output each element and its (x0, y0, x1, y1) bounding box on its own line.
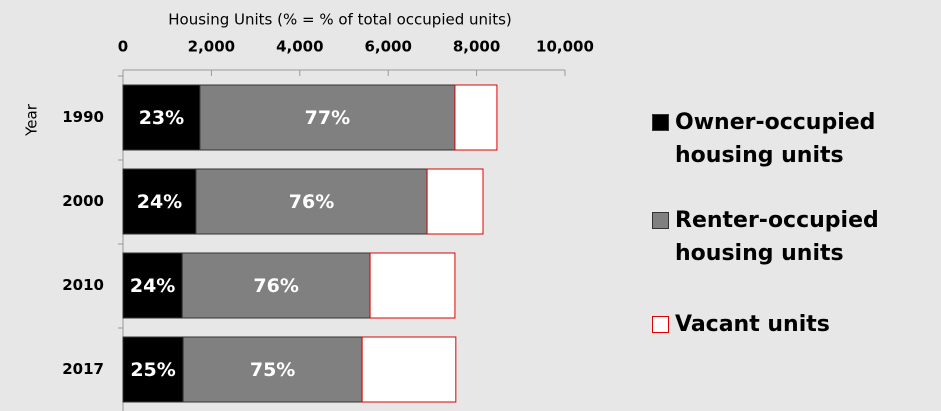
legend-swatch (652, 212, 669, 229)
x-tick-label: 8,000 (453, 38, 500, 56)
y-tick-label: 2000 (62, 192, 104, 210)
bar-segment (369, 252, 456, 319)
legend-label: Vacant units (675, 312, 830, 337)
bar-segment (199, 84, 456, 151)
legend-item: Vacant units (652, 308, 892, 341)
x-tick-label: 6,000 (364, 38, 411, 56)
percent-label: 24% (137, 191, 182, 213)
bar-segment (122, 336, 184, 403)
x-tick-label: 2,000 (188, 38, 235, 56)
legend-swatch (652, 316, 669, 333)
percent-label: 24% (130, 275, 175, 297)
percent-label: 76% (289, 191, 334, 213)
percent-label: 76% (253, 275, 298, 297)
bar-segment (122, 84, 201, 151)
legend-label: Renter-occupied housing units (675, 208, 879, 266)
x-axis-title: Housing Units (% = % of total occupied u… (168, 11, 512, 29)
legend-label: Owner-occupied housing units (675, 110, 876, 168)
y-tick-label: 2010 (62, 276, 104, 294)
legend-swatch (652, 114, 669, 131)
bar-segment (195, 168, 428, 235)
bar-segment (122, 168, 197, 235)
percent-label: 25% (130, 359, 175, 381)
x-tick-label: 0 (118, 38, 128, 56)
percent-label: 75% (250, 359, 295, 381)
bar-segment (426, 168, 484, 235)
percent-label: 23% (139, 107, 184, 129)
y-axis-title: Year (23, 103, 41, 137)
x-tick-label: 4,000 (276, 38, 323, 56)
bar-segment (454, 84, 498, 151)
x-tick-label: 10,000 (536, 38, 594, 56)
percent-label: 77% (305, 107, 350, 129)
bar-segment (361, 336, 457, 403)
y-tick-label: 2017 (62, 360, 104, 378)
bar-segment (182, 336, 363, 403)
legend-item: Renter-occupied housing units (652, 204, 892, 270)
legend-item: Owner-occupied housing units (652, 106, 892, 172)
y-tick-label: 1990 (62, 108, 104, 126)
